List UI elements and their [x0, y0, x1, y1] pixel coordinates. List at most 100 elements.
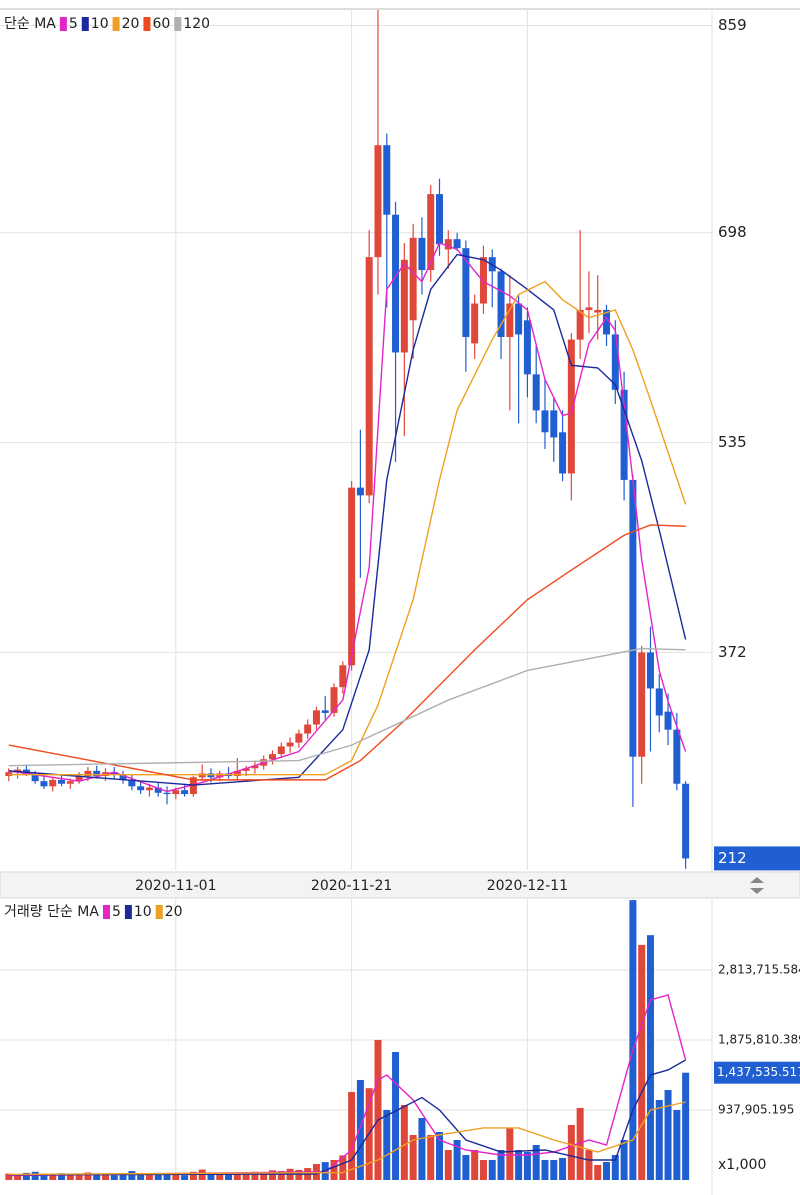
legend-label: 60	[152, 16, 170, 32]
volume-bar	[119, 1173, 127, 1180]
volume-bar	[216, 1174, 224, 1180]
volume-bar	[436, 1132, 444, 1180]
resize-handle[interactable]	[750, 877, 764, 894]
volume-bar	[620, 1139, 628, 1180]
legend-title: 단순 MA	[4, 16, 56, 32]
y-tick-label: 698	[718, 223, 747, 241]
candle-body	[479, 257, 487, 304]
ma-line	[8, 1059, 686, 1176]
y-tick-label: 937,905.195	[718, 1102, 794, 1116]
candle-body	[462, 248, 470, 338]
candle-body	[638, 652, 646, 757]
volume-bar	[629, 900, 637, 1180]
candle-body	[611, 334, 619, 390]
legend-swatch	[81, 17, 89, 31]
volume-bar	[75, 1175, 83, 1180]
candle-body	[93, 770, 101, 777]
ma-line	[8, 524, 686, 781]
candle-body	[471, 303, 479, 344]
candle-body	[673, 729, 681, 784]
candle-body	[268, 754, 276, 760]
y-tick-label: 859	[718, 16, 747, 34]
volume-bar	[550, 1159, 558, 1180]
volume-bar	[488, 1159, 496, 1180]
legend-swatch	[124, 905, 132, 919]
candle-body	[418, 237, 426, 271]
volume-bar	[532, 1144, 540, 1180]
candle-body	[453, 239, 461, 249]
volume-bar	[497, 1149, 505, 1180]
volume-bar	[260, 1172, 268, 1180]
candle-body	[603, 309, 611, 335]
candle-body	[119, 774, 127, 780]
marks-layer	[5, 10, 690, 1180]
volume-bar	[576, 1107, 584, 1180]
volume-bar	[145, 1174, 153, 1180]
candle-body	[629, 479, 637, 757]
candle-body	[137, 786, 145, 791]
volume-bar	[462, 1154, 470, 1180]
volume-bar	[330, 1159, 338, 1180]
volume-bar	[22, 1172, 30, 1180]
volume-bar	[5, 1173, 13, 1180]
candle-body	[664, 711, 672, 730]
volume-bar	[84, 1172, 92, 1180]
volume-bar	[453, 1139, 461, 1180]
volume-bar	[559, 1157, 567, 1180]
legend-label: 10	[134, 904, 152, 920]
x-tick-label: 2020-12-11	[487, 878, 568, 894]
legend-label: 10	[91, 16, 109, 32]
legend-title: 거래량 단순 MA	[4, 904, 99, 920]
arrow-up[interactable]	[750, 877, 764, 883]
volume-bar	[479, 1159, 487, 1180]
volume-bar	[673, 1109, 681, 1180]
candle-body	[436, 194, 444, 245]
volume-bar	[137, 1174, 145, 1180]
volume-bar	[251, 1171, 259, 1180]
volume-bar	[163, 1174, 171, 1180]
volume-bar	[444, 1149, 452, 1180]
candle-body	[145, 787, 153, 791]
ma-line	[8, 242, 687, 793]
candle-body	[646, 652, 654, 689]
candle-body	[233, 770, 241, 777]
candle-body	[400, 259, 408, 353]
volume-bar	[348, 1091, 356, 1180]
volume-bar	[14, 1174, 22, 1180]
candle-body	[365, 257, 373, 496]
volume-bar	[427, 1134, 435, 1180]
volume-bar	[541, 1159, 549, 1180]
last-price-label: 212	[718, 849, 747, 867]
volume-bar	[277, 1171, 285, 1180]
candle-body	[550, 410, 558, 438]
volume-bar	[567, 1124, 575, 1180]
candle-body	[515, 303, 523, 335]
volume-unit: x1,000	[718, 1157, 766, 1173]
ma-line	[8, 994, 687, 1177]
volume-bar	[594, 1164, 602, 1180]
x-tick-label: 2020-11-01	[135, 878, 216, 894]
candle-body	[321, 710, 329, 713]
last-volume-tag	[714, 1061, 800, 1084]
candle-body	[374, 145, 382, 258]
candle-body	[251, 765, 259, 769]
volume-bar	[523, 1152, 531, 1180]
volume-bar	[638, 944, 646, 1180]
volume-bar	[49, 1175, 57, 1180]
volume-bar	[101, 1174, 109, 1180]
panel-separator	[0, 871, 800, 899]
candle-body	[444, 239, 452, 250]
candle-body	[172, 790, 180, 795]
candle-body	[594, 309, 602, 313]
volume-bar	[655, 1099, 663, 1180]
volume-bar	[515, 1149, 523, 1180]
volume-bar	[356, 1079, 364, 1180]
candle-body	[295, 733, 303, 743]
arrow-down[interactable]	[750, 888, 764, 894]
candle-body	[427, 194, 435, 271]
legend-swatch	[59, 17, 67, 31]
ma-line	[8, 1101, 686, 1176]
volume-bar	[181, 1175, 189, 1180]
